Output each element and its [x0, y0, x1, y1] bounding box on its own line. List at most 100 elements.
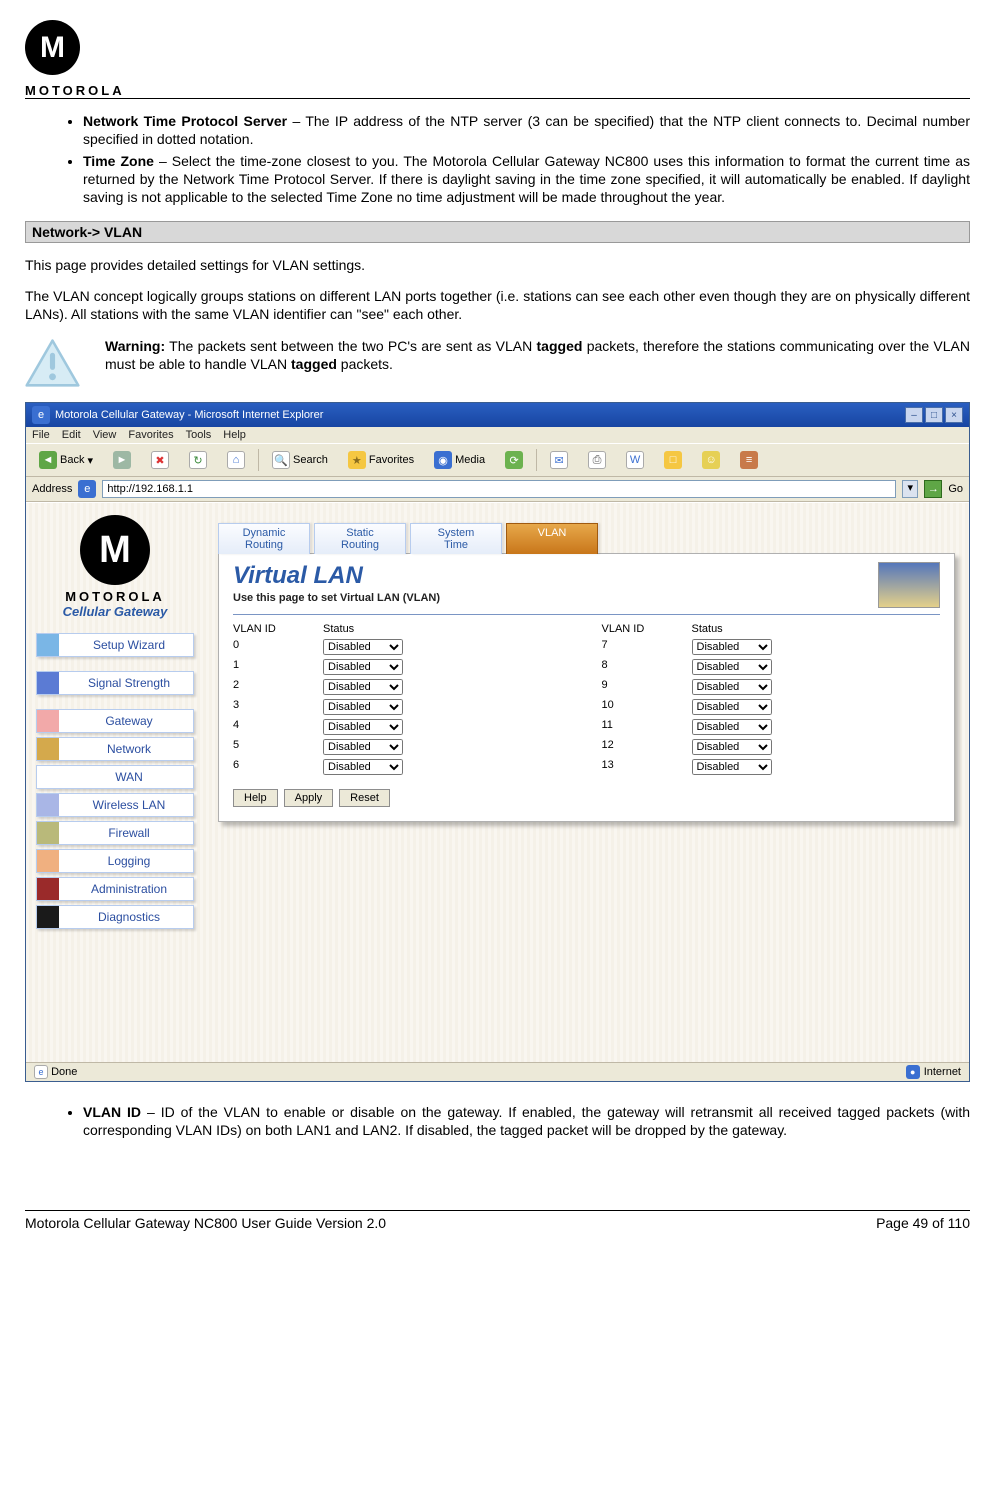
dropdown-icon[interactable]: ▾	[902, 480, 918, 498]
back-label: Back	[60, 454, 84, 466]
menu-item[interactable]: Help	[223, 429, 246, 441]
sidebar-item[interactable]: WAN	[36, 765, 194, 789]
discuss-button[interactable]: □	[657, 448, 689, 472]
col-header: Status	[692, 623, 941, 635]
warning-lead: Warning:	[105, 338, 165, 354]
print-button[interactable]: ⎙	[581, 448, 613, 472]
vlan-id-cell: 7	[602, 639, 662, 655]
sidebar-item-label: Gateway	[65, 711, 193, 731]
vlan-status-select[interactable]: Disabled	[692, 759, 772, 775]
panel-image-icon	[878, 562, 940, 608]
vlan-status-select[interactable]: Disabled	[323, 739, 403, 755]
research-button[interactable]: ≡	[733, 448, 765, 472]
sidebar-brand: MOTOROLA	[36, 589, 194, 604]
window-titlebar: e Motorola Cellular Gateway - Microsoft …	[26, 403, 969, 427]
sidebar-item-label: Network	[65, 739, 193, 759]
sidebar-color-icon	[37, 766, 59, 788]
sidebar-item[interactable]: Wireless LAN	[36, 793, 194, 817]
address-input[interactable]	[102, 480, 896, 498]
vlan-grid: VLAN ID Status VLAN ID Status 0Disabled7…	[233, 623, 940, 775]
sidebar-item[interactable]: Setup Wizard	[36, 633, 194, 657]
list-item: Network Time Protocol Server – The IP ad…	[83, 113, 970, 149]
tab[interactable]: SystemTime	[410, 523, 502, 554]
help-button[interactable]: Help	[233, 789, 278, 807]
list-item: Time Zone – Select the time-zone closest…	[83, 153, 970, 207]
sidebar-gap	[36, 699, 194, 709]
menu-item[interactable]: Edit	[62, 429, 81, 441]
menu-item[interactable]: Tools	[186, 429, 212, 441]
tab[interactable]: StaticRouting	[314, 523, 406, 554]
term-text: – ID of the VLAN to enable or disable on…	[83, 1104, 970, 1138]
warning-bold: tagged	[537, 338, 583, 354]
status-bar: e Done ● Internet	[26, 1062, 969, 1081]
vlan-status-select[interactable]: Disabled	[692, 699, 772, 715]
sidebar-item[interactable]: Network	[36, 737, 194, 761]
forward-button[interactable]: ►	[106, 448, 138, 472]
warning-bold: tagged	[291, 356, 337, 372]
close-button[interactable]: ×	[945, 407, 963, 423]
vlan-id-cell: 1	[233, 659, 293, 675]
sidebar-item[interactable]: Firewall	[36, 821, 194, 845]
vlan-id-cell: 9	[602, 679, 662, 695]
back-button[interactable]: ◄ Back ▾	[32, 448, 100, 472]
footer-left: Motorola Cellular Gateway NC800 User Gui…	[25, 1215, 386, 1231]
sidebar-item[interactable]: Diagnostics	[36, 905, 194, 929]
bullet-list-bottom: VLAN ID – ID of the VLAN to enable or di…	[83, 1104, 970, 1140]
vlan-status-select[interactable]: Disabled	[692, 659, 772, 675]
vlan-status-select[interactable]: Disabled	[323, 679, 403, 695]
status-right: ● Internet	[906, 1065, 961, 1079]
search-label: Search	[293, 454, 328, 466]
col-header: Status	[323, 623, 572, 635]
sidebar-item[interactable]: Signal Strength	[36, 671, 194, 695]
term-text: – Select the time-zone closest to you. T…	[83, 153, 970, 205]
vlan-status-select[interactable]: Disabled	[323, 639, 403, 655]
sidebar-item-label: Administration	[65, 879, 193, 899]
sidebar-item[interactable]: Gateway	[36, 709, 194, 733]
apply-button[interactable]: Apply	[284, 789, 334, 807]
sidebar-item-label: Diagnostics	[65, 907, 193, 927]
home-icon: ⌂	[227, 451, 245, 469]
tab-active[interactable]: VLAN	[506, 523, 598, 554]
menu-item[interactable]: Favorites	[128, 429, 173, 441]
vlan-status-select[interactable]: Disabled	[692, 679, 772, 695]
minimize-button[interactable]: –	[905, 407, 923, 423]
sidebar-gap	[36, 661, 194, 671]
maximize-button[interactable]: □	[925, 407, 943, 423]
reset-button[interactable]: Reset	[339, 789, 390, 807]
vlan-status-select[interactable]: Disabled	[692, 719, 772, 735]
browser-window: e Motorola Cellular Gateway - Microsoft …	[25, 402, 970, 1082]
sidebar-color-icon	[37, 822, 59, 844]
menu-item[interactable]: File	[32, 429, 50, 441]
favorites-button[interactable]: ★Favorites	[341, 448, 421, 472]
stop-icon: ✖	[151, 451, 169, 469]
term: Network Time Protocol Server	[83, 113, 287, 129]
sidebar-item[interactable]: Administration	[36, 877, 194, 901]
vlan-status-select[interactable]: Disabled	[323, 759, 403, 775]
vlan-id-cell: 11	[602, 719, 662, 735]
discuss-icon: □	[664, 451, 682, 469]
vlan-status-select[interactable]: Disabled	[323, 699, 403, 715]
menu-item[interactable]: View	[93, 429, 117, 441]
print-icon: ⎙	[588, 451, 606, 469]
messenger-button[interactable]: ☺	[695, 448, 727, 472]
vlan-status-select[interactable]: Disabled	[323, 719, 403, 735]
vlan-status-select[interactable]: Disabled	[692, 739, 772, 755]
history-button[interactable]: ⟳	[498, 448, 530, 472]
search-button[interactable]: 🔍Search	[265, 448, 335, 472]
panel-subtitle: Use this page to set Virtual LAN (VLAN)	[233, 592, 440, 604]
media-button[interactable]: ◉Media	[427, 448, 492, 472]
vlan-status-select[interactable]: Disabled	[323, 659, 403, 675]
vlan-id-cell: 0	[233, 639, 293, 655]
tab[interactable]: DynamicRouting	[218, 523, 310, 554]
home-button[interactable]: ⌂	[220, 448, 252, 472]
mail-button[interactable]: ✉	[543, 448, 575, 472]
go-button[interactable]: →	[924, 480, 942, 498]
refresh-button[interactable]: ↻	[182, 448, 214, 472]
sidebar-item-label: Firewall	[65, 823, 193, 843]
stop-button[interactable]: ✖	[144, 448, 176, 472]
edit-button[interactable]: W	[619, 448, 651, 472]
sidebar-item[interactable]: Logging	[36, 849, 194, 873]
tabs-row: DynamicRoutingStaticRoutingSystemTimeVLA…	[218, 523, 598, 554]
separator	[536, 449, 537, 471]
vlan-status-select[interactable]: Disabled	[692, 639, 772, 655]
